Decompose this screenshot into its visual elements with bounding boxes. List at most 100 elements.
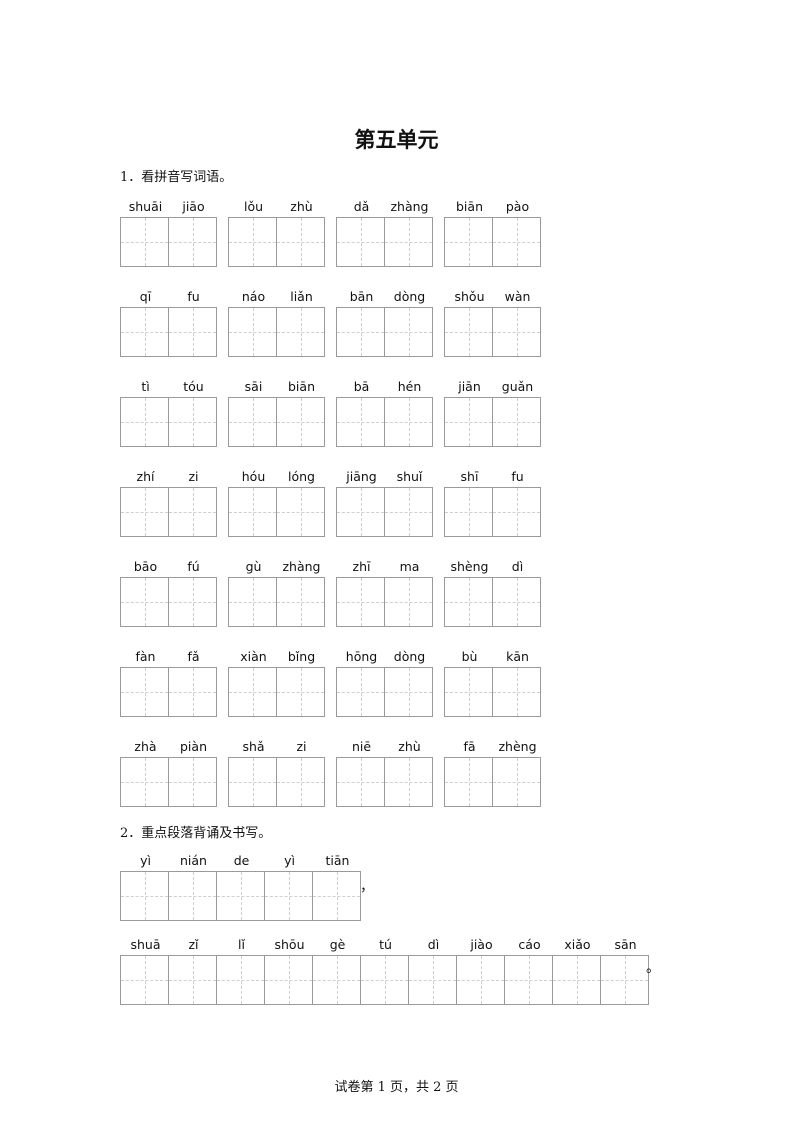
writing-cell[interactable]: ma — [384, 559, 433, 627]
writing-cell[interactable]: zhàng — [384, 199, 433, 267]
writing-cell[interactable]: shǒu — [444, 289, 493, 357]
writing-cell[interactable]: jiāng — [336, 469, 385, 537]
writing-cell[interactable]: jiāo — [168, 199, 217, 267]
writing-cell[interactable]: sān — [600, 937, 649, 1005]
pinyin-label: zhàng — [282, 559, 321, 574]
writing-cell[interactable]: zi — [276, 739, 325, 807]
writing-cell[interactable]: lóng — [276, 469, 325, 537]
writing-cell[interactable]: jiān — [444, 379, 493, 447]
word-box: shèng dì — [444, 559, 541, 627]
writing-cell[interactable]: fǎ — [168, 649, 217, 717]
writing-cell[interactable]: hén — [384, 379, 433, 447]
writing-cell[interactable]: pào — [492, 199, 541, 267]
word-box: dǎ zhàng — [336, 199, 433, 267]
writing-cell[interactable]: wàn — [492, 289, 541, 357]
writing-cell[interactable]: tú — [360, 937, 409, 1005]
word-box: niē zhù — [336, 739, 433, 807]
writing-cell[interactable]: de — [216, 853, 265, 921]
writing-cell[interactable]: sāi — [228, 379, 277, 447]
writing-cell[interactable]: kān — [492, 649, 541, 717]
pinyin-label: xiǎo — [564, 937, 591, 952]
pinyin-label: hóu — [241, 469, 266, 484]
writing-cell[interactable]: gù — [228, 559, 277, 627]
writing-cell[interactable]: fā — [444, 739, 493, 807]
writing-cell[interactable]: biān — [444, 199, 493, 267]
writing-cell[interactable]: shōu — [264, 937, 313, 1005]
writing-cell[interactable]: fàn — [120, 649, 169, 717]
word-box: jiāng shuǐ — [336, 469, 433, 537]
pinyin-label: dòng — [393, 649, 426, 664]
word-box: sāi biān — [228, 379, 325, 447]
writing-cell[interactable]: hóu — [228, 469, 277, 537]
writing-cell[interactable]: dì — [492, 559, 541, 627]
writing-cell[interactable]: guǎn — [492, 379, 541, 447]
writing-cell[interactable]: shuāi — [120, 199, 169, 267]
pinyin-label: náo — [241, 289, 266, 304]
pinyin-label: xiàn — [240, 649, 267, 664]
writing-cell[interactable]: lǐ — [216, 937, 265, 1005]
writing-cell[interactable]: shuā — [120, 937, 169, 1005]
pinyin-label: shuāi — [128, 199, 163, 214]
pinyin-label: de — [233, 853, 250, 868]
pinyin-label: ma — [399, 559, 420, 574]
pinyin-label: niē — [351, 739, 372, 754]
writing-cell[interactable]: shèng — [444, 559, 493, 627]
writing-cell[interactable]: liǎn — [276, 289, 325, 357]
writing-cell[interactable]: qī — [120, 289, 169, 357]
writing-cell[interactable]: xiǎo — [552, 937, 601, 1005]
pinyin-label: jiāng — [346, 469, 377, 484]
writing-cell[interactable]: zhù — [384, 739, 433, 807]
word-box: bā hén — [336, 379, 433, 447]
pinyin-label: zhí — [136, 469, 155, 484]
writing-cell[interactable]: gè — [312, 937, 361, 1005]
writing-cell[interactable]: tóu — [168, 379, 217, 447]
writing-cell[interactable]: náo — [228, 289, 277, 357]
writing-cell[interactable]: tì — [120, 379, 169, 447]
writing-cell[interactable]: shǎ — [228, 739, 277, 807]
writing-cell[interactable]: piàn — [168, 739, 217, 807]
writing-cell[interactable]: bǐng — [276, 649, 325, 717]
writing-cell[interactable]: zǐ — [168, 937, 217, 1005]
word-box: gù zhàng — [228, 559, 325, 627]
writing-cell[interactable]: fu — [492, 469, 541, 537]
writing-cell[interactable]: bāo — [120, 559, 169, 627]
writing-cell[interactable]: dòng — [384, 289, 433, 357]
writing-cell[interactable]: zhí — [120, 469, 169, 537]
writing-cell[interactable]: zhèng — [492, 739, 541, 807]
writing-cell[interactable]: shī — [444, 469, 493, 537]
writing-cell[interactable]: jiào — [456, 937, 505, 1005]
word-box: qī fu — [120, 289, 217, 357]
writing-cell[interactable]: zhī — [336, 559, 385, 627]
writing-cell[interactable]: niē — [336, 739, 385, 807]
pinyin-label: zhèng — [498, 739, 537, 754]
writing-cell[interactable]: fú — [168, 559, 217, 627]
writing-cell[interactable]: yì — [264, 853, 313, 921]
writing-cell[interactable]: bù — [444, 649, 493, 717]
writing-cell[interactable]: nián — [168, 853, 217, 921]
writing-cell[interactable]: biān — [276, 379, 325, 447]
writing-cell[interactable]: cáo — [504, 937, 553, 1005]
pinyin-label: yì — [140, 853, 151, 868]
writing-cell[interactable]: dǎ — [336, 199, 385, 267]
writing-cell[interactable]: lǒu — [228, 199, 277, 267]
writing-cell[interactable]: zhàng — [276, 559, 325, 627]
writing-cell[interactable]: zhù — [276, 199, 325, 267]
writing-cell[interactable]: zhà — [120, 739, 169, 807]
writing-cell[interactable]: yì — [120, 853, 169, 921]
pinyin-label: bāo — [133, 559, 158, 574]
pinyin-label: fu — [511, 469, 524, 484]
writing-cell[interactable]: bā — [336, 379, 385, 447]
pinyin-label: gè — [329, 937, 346, 952]
writing-cell[interactable]: zi — [168, 469, 217, 537]
writing-cell[interactable]: fu — [168, 289, 217, 357]
writing-cell[interactable]: dòng — [384, 649, 433, 717]
writing-cell[interactable]: shuǐ — [384, 469, 433, 537]
writing-cell[interactable]: dì — [408, 937, 457, 1005]
pinyin-label: lóng — [288, 469, 315, 484]
pinyin-label: bù — [461, 649, 478, 664]
pinyin-label: nián — [180, 853, 207, 868]
writing-cell[interactable]: bān — [336, 289, 385, 357]
writing-cell[interactable]: hōng — [336, 649, 385, 717]
writing-cell[interactable]: tiān — [312, 853, 361, 921]
writing-cell[interactable]: xiàn — [228, 649, 277, 717]
